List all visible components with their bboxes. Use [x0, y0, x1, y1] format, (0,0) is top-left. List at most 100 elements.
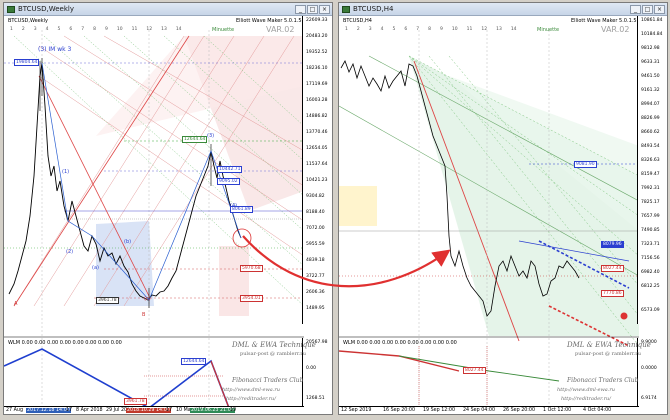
legend-item[interactable]: 8 [93, 27, 96, 32]
minimize-button[interactable]: _ [630, 5, 641, 14]
right-main-chart[interactable] [339, 16, 668, 415]
legend-item[interactable]: 11 [466, 27, 473, 32]
time-tick: 24 Sep 04:00 [463, 408, 496, 413]
wave-label: (c) [144, 296, 151, 302]
price-box: 9095.02 [217, 178, 240, 185]
price-tick: 8326.63 [641, 158, 660, 163]
time-tick-highlight: 2019.06.23 21:00 [190, 408, 235, 413]
legend-item[interactable]: 5 [392, 27, 396, 32]
sub-price-tick: 1268.51 [306, 396, 325, 401]
wave-label: A [14, 301, 18, 307]
legend-item[interactable]: 6 [404, 27, 408, 32]
legend-item[interactable]: 5 [57, 27, 61, 32]
h4-price-path [340, 60, 580, 317]
price-tick: 6573.09 [641, 308, 660, 313]
price-tick: 18236.10 [306, 66, 328, 71]
chart-window-icon [342, 6, 350, 13]
legend-item[interactable]: 13 [496, 27, 502, 32]
legend-item[interactable]: 4 [45, 27, 49, 32]
legend-item[interactable]: 13 [161, 27, 167, 32]
right-watermark-url2: http://reditrader.ru/ [561, 396, 611, 402]
minimize-button[interactable]: _ [295, 5, 306, 14]
red-marker [620, 312, 628, 320]
legend-item[interactable]: 10 [116, 27, 123, 32]
legend-item[interactable]: 11 [131, 27, 138, 32]
legend-item[interactable]: 1 [345, 27, 348, 32]
legend-item[interactable]: 9 [105, 27, 108, 32]
price-tick: 10861.84 [641, 18, 663, 23]
price-tick: 9161.32 [641, 88, 660, 93]
price-box: 8027.44 [601, 265, 624, 272]
price-tick: 13770.46 [306, 130, 328, 135]
sub-price-box: 3961.78 [124, 398, 147, 405]
legend-item[interactable]: 8 [428, 27, 431, 32]
legend-item[interactable]: 12 [481, 27, 488, 32]
price-tick: 8660.62 [641, 130, 660, 135]
sub-price-box: 12644.64 [181, 358, 207, 365]
left-price-axis[interactable]: 22609.33 20483.20 19352.52 18236.10 1711… [302, 16, 332, 324]
left-chart-window[interactable]: BTCUSD,Weekly _ □ × [3, 2, 333, 415]
maximize-button[interactable]: □ [307, 5, 318, 14]
left-subwindow-label: WLM 0.00 0.00 0.00 0.00 0.00 0.00 0.00 0… [8, 340, 122, 346]
highlight-circle [232, 228, 252, 248]
right-sub-price-axis[interactable]: 9.9000 0.0000 6.9174 [637, 338, 667, 407]
left-time-axis[interactable]: 27 Aug 2017.12.18 14:00 17 8 Apr 2018 29… [4, 406, 304, 414]
legend-item[interactable]: 1 [10, 27, 13, 32]
price-tick: 9812.98 [641, 46, 660, 51]
price-box: 5970.68 [240, 265, 263, 272]
time-tick: 4 Oct 04:00 [583, 408, 612, 413]
close-button[interactable]: × [319, 5, 330, 14]
legend-item[interactable]: 6 [69, 27, 73, 32]
right-window-titlebar[interactable]: BTCUSD,H4 _ □ × [339, 3, 667, 16]
wave-label: (b) [124, 239, 132, 245]
legend-item[interactable]: 2 [21, 27, 25, 32]
price-box: 3954.01 [240, 295, 263, 302]
sub-price-box: 8027.44 [463, 367, 486, 374]
legend-item[interactable]: 9 [440, 27, 443, 32]
right-time-axis[interactable]: 12 Sep 2019 16 Sep 20:00 19 Sep 12:00 24… [339, 406, 639, 414]
left-main-chart[interactable] [4, 16, 333, 415]
legend-item[interactable]: 12 [146, 27, 153, 32]
left-legend-row: 1 2 3 4 5 6 7 8 9 10 11 12 13 14 [10, 27, 182, 32]
maximize-button[interactable]: □ [642, 5, 653, 14]
left-window-titlebar[interactable]: BTCUSD,Weekly _ □ × [4, 3, 332, 16]
price-tick: 9461.50 [641, 74, 660, 79]
legend-item[interactable]: 10 [451, 27, 458, 32]
price-tick: 6812.25 [641, 284, 660, 289]
right-price-axis[interactable]: 10861.84 10184.84 9812.98 9633.31 9461.5… [637, 16, 667, 324]
right-var-label: VAR.02 [601, 25, 630, 34]
sub-price-tick: 0.00 [306, 366, 317, 371]
price-box: 3961.78 [96, 297, 119, 304]
time-tick: 19 [230, 408, 237, 413]
price-tick: 17119.69 [306, 82, 328, 87]
price-tick: 9633.31 [641, 60, 660, 65]
price-box: 19804.64 [14, 59, 40, 66]
legend-item[interactable]: 14 [510, 27, 517, 32]
legend-item[interactable]: 14 [175, 27, 182, 32]
left-sub-price-axis[interactable]: 20567.98 0.00 1268.51 [302, 338, 332, 407]
time-tick: 27 Aug [6, 408, 23, 413]
right-chart-window[interactable]: BTCUSD,H4 _ □ × [338, 2, 668, 415]
sub-price-tick: 6.9174 [641, 396, 657, 401]
price-tick: 8159.47 [641, 172, 660, 177]
right-watermark-club: Fibonacci Traders Club [567, 377, 639, 384]
wave-degree-label: (3) IM wk 3 [38, 46, 72, 53]
legend-item[interactable]: 7 [81, 27, 85, 32]
price-tick: 7825.17 [641, 200, 660, 205]
wave-label: (a) [92, 265, 99, 271]
legend-item[interactable]: 3 [368, 27, 372, 32]
price-tick: 4839.18 [306, 258, 325, 263]
legend-item[interactable]: 2 [356, 27, 360, 32]
legend-item[interactable]: 7 [416, 27, 420, 32]
time-tick-highlight: 2018.10.29 14:00 [126, 408, 171, 413]
right-symbol-label: BTCUSD,H4 [343, 18, 372, 24]
sub-price-tick: 0.0000 [641, 366, 657, 371]
left-watermark-title: DML & EWA Technique [232, 341, 316, 349]
price-tick: 7490.85 [641, 228, 660, 233]
price-tick: 8826.99 [641, 116, 660, 121]
price-tick: 14886.82 [306, 114, 328, 119]
legend-item[interactable]: 4 [380, 27, 384, 32]
close-button[interactable]: × [654, 5, 665, 14]
price-box: 8079.96 [601, 241, 624, 248]
legend-item[interactable]: 3 [33, 27, 37, 32]
